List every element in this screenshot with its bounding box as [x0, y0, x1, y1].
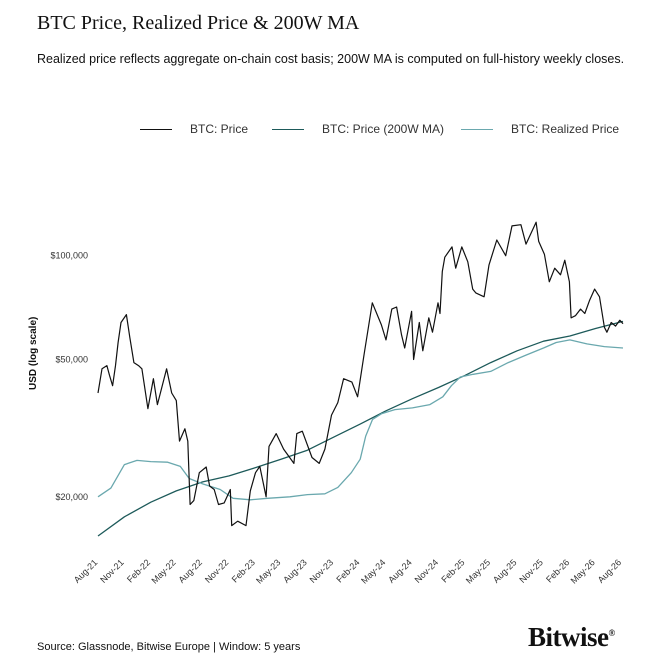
x-tick-label: Nov-24 — [413, 557, 441, 585]
series-line-price — [97, 221, 624, 527]
legend-label-price: BTC: Price — [190, 122, 249, 136]
chart-subtitle: Realized price reflects aggregate on-cha… — [37, 52, 625, 66]
x-tick-label: Aug-24 — [386, 557, 414, 585]
x-tick-label: Feb-25 — [439, 557, 466, 584]
legend-swatch-realized — [461, 128, 493, 130]
x-tick-label: May-25 — [464, 557, 492, 585]
x-tick-label: Feb-23 — [230, 557, 257, 584]
chart-legend: BTC: Price BTC: Price (200W MA) BTC: Rea… — [0, 122, 671, 142]
x-tick-label: Aug-26 — [596, 557, 624, 585]
brand-name: Bitwise — [528, 622, 609, 652]
x-tick-label: Nov-25 — [517, 557, 545, 585]
x-tick-label: Feb-24 — [334, 557, 361, 584]
x-tick-label: Feb-22 — [125, 557, 152, 584]
x-tick-label: Feb-26 — [544, 557, 571, 584]
y-tick-label: $50,000 — [55, 355, 88, 365]
legend-item-200w-ma: BTC: Price (200W MA) — [272, 122, 444, 136]
x-tick-label: Aug-22 — [177, 557, 205, 585]
chart-title: BTC Price, Realized Price & 200W MA — [37, 12, 360, 34]
y-tick-label: $100,000 — [50, 251, 88, 261]
x-tick-label: May-23 — [254, 557, 282, 585]
series-line-ma200 — [97, 320, 624, 537]
x-tick-label: Aug-25 — [491, 557, 519, 585]
x-tick-label: May-24 — [359, 557, 387, 585]
legend-swatch-200w-ma — [272, 128, 304, 130]
x-tick-label: Nov-21 — [98, 557, 126, 585]
y-tick-label: $20,000 — [55, 492, 88, 502]
x-tick-label: Nov-22 — [203, 557, 231, 585]
x-tick-label: Aug-23 — [281, 557, 309, 585]
brand-logo: Bitwise® — [528, 622, 615, 653]
series-lines — [97, 221, 624, 537]
source-note: Source: Glassnode, Bitwise Europe | Wind… — [37, 641, 301, 653]
legend-item-realized: BTC: Realized Price — [461, 122, 619, 136]
x-tick-label: Nov-23 — [308, 557, 336, 585]
x-tick-label: Aug-21 — [72, 557, 100, 585]
legend-label-realized: BTC: Realized Price — [511, 122, 620, 136]
x-tick-label: May-26 — [569, 557, 597, 585]
brand-registered-mark: ® — [608, 628, 616, 638]
legend-item-price: BTC: Price — [140, 122, 248, 136]
legend-swatch-price — [140, 128, 172, 130]
x-tick-label: May-22 — [149, 557, 177, 585]
series-line-realized — [97, 339, 624, 501]
legend-label-200w-ma: BTC: Price (200W MA) — [322, 122, 445, 136]
y-tick-labels: $20,000 $50,000 $100,000 — [50, 251, 88, 502]
